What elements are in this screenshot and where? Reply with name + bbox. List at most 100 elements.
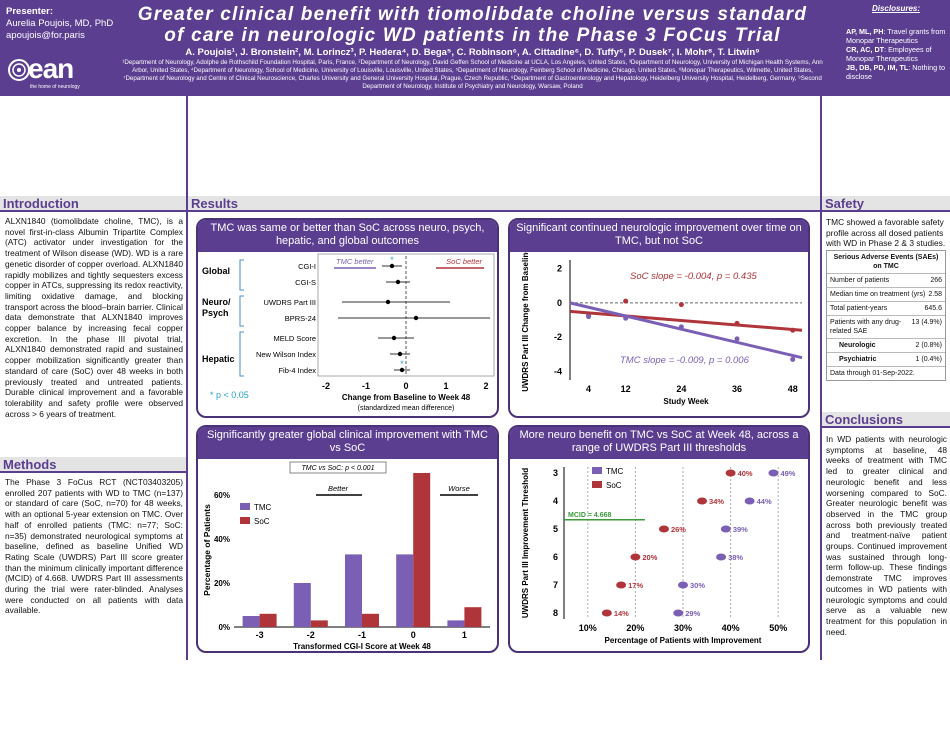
header-banner: Presenter: Aurelia Poujois, MD, PhD apou… bbox=[0, 0, 950, 96]
data-point bbox=[768, 469, 779, 477]
presenter-block: Presenter: Aurelia Poujois, MD, PhD apou… bbox=[6, 6, 113, 42]
column-divider-right bbox=[820, 96, 822, 660]
x-tick: -2 bbox=[322, 381, 330, 391]
intro-heading: Introduction bbox=[0, 196, 186, 212]
data-point bbox=[720, 525, 731, 533]
authors: A. Poujois¹, J. Bronstein², M. Lorincz³,… bbox=[185, 47, 760, 58]
cgi-bar-panel: Significantly greater global clinical im… bbox=[196, 425, 499, 653]
legend-tmc-label: TMC bbox=[606, 467, 624, 476]
x-tick: 1 bbox=[443, 381, 448, 391]
intro-text: ALXN1840 (tiomolibdate choline, TMC), is… bbox=[5, 216, 183, 419]
x-tick: 30% bbox=[674, 623, 692, 633]
x-tick: -1 bbox=[358, 630, 366, 640]
worse-label: Worse bbox=[448, 484, 470, 493]
x-axis-label: Transformed CGI-I Score at Week 48 bbox=[293, 642, 431, 651]
y-tick: 7 bbox=[553, 580, 558, 590]
x-tick: 40% bbox=[722, 623, 740, 633]
presenter-email[interactable]: apoujois@for.paris bbox=[6, 30, 85, 41]
data-point bbox=[623, 298, 629, 304]
data-point bbox=[630, 553, 641, 561]
poster-title: Greater clinical benefit with tiomolibda… bbox=[120, 4, 825, 46]
safety-heading: Safety bbox=[822, 196, 950, 212]
x-tick: -1 bbox=[362, 381, 370, 391]
bar bbox=[447, 620, 465, 627]
disclosure-3: JB, DB, PD, IM, TL: Nothing to disclose bbox=[846, 63, 946, 81]
x-tick: 4 bbox=[586, 384, 591, 394]
data-point bbox=[744, 497, 755, 505]
data-label: 38% bbox=[728, 553, 743, 562]
sig-star: * bbox=[400, 359, 404, 369]
sig-note: * p < 0.05 bbox=[210, 390, 249, 400]
better-label: Better bbox=[328, 484, 349, 493]
group-label: Neuro/ bbox=[202, 297, 231, 307]
tmc-slope-note: TMC slope = -0.009, p = 0.006 bbox=[620, 355, 750, 366]
data-point bbox=[601, 609, 612, 617]
disclosure-1: AP, ML, PH: Travel grants from Monopar T… bbox=[846, 27, 946, 45]
x-tick: -3 bbox=[256, 630, 264, 640]
sae-table: Serious Adverse Events (SAEs) on TMC Num… bbox=[826, 250, 946, 381]
data-label: 49% bbox=[780, 469, 795, 478]
x-axis-label-2: (standardized mean difference) bbox=[358, 405, 455, 412]
x-tick: 0 bbox=[403, 381, 408, 391]
sae-row: Patients with any drug-related SAE 13 (4.… bbox=[827, 316, 945, 339]
legend-tmc-swatch bbox=[240, 503, 250, 510]
sae-table-title: Serious Adverse Events (SAEs) on TMC bbox=[827, 251, 945, 274]
estimate-point bbox=[397, 351, 403, 357]
annot-soc-better: SoC better bbox=[446, 257, 482, 266]
x-tick: 36 bbox=[732, 384, 742, 394]
group-bracket bbox=[239, 331, 244, 377]
data-point bbox=[725, 469, 736, 477]
data-label: 14% bbox=[614, 609, 629, 618]
data-point bbox=[790, 327, 796, 333]
data-label: 34% bbox=[709, 497, 724, 506]
y-tick: 2 bbox=[557, 264, 562, 274]
data-label: 39% bbox=[733, 525, 748, 534]
x-tick: 20% bbox=[626, 623, 644, 633]
data-point bbox=[734, 320, 740, 326]
y-tick: 20% bbox=[214, 579, 230, 588]
plot-frame bbox=[317, 253, 495, 377]
data-point bbox=[658, 525, 669, 533]
conclusions-text: In WD patients with neurologic symptoms … bbox=[826, 434, 947, 637]
data-label: 26% bbox=[671, 525, 686, 534]
soc-slope-note: SoC slope = -0.004, p = 0.435 bbox=[630, 271, 757, 282]
y-axis-label: Percentage of Patients bbox=[202, 504, 212, 596]
bar bbox=[362, 613, 379, 627]
annot-tmc-better: TMC better bbox=[336, 257, 374, 266]
data-point bbox=[734, 336, 740, 342]
data-point bbox=[697, 497, 708, 505]
forest-plot: CGI-I * CGI-S UWDRS Part III BPRS-24 MELD Sco… bbox=[202, 253, 495, 412]
presenter-label: Presenter: bbox=[6, 6, 53, 17]
fit-line bbox=[569, 309, 803, 332]
sae-row: Median time on treatment (yrs) 2.58 bbox=[827, 288, 945, 302]
y-tick: 5 bbox=[553, 524, 558, 534]
mcid-label: MCID = 4.668 bbox=[568, 512, 611, 519]
safety-text: TMC showed a favorable safety profile ac… bbox=[826, 217, 946, 249]
y-tick: -4 bbox=[554, 366, 562, 376]
y-tick: 0% bbox=[218, 623, 230, 632]
bar bbox=[464, 607, 482, 627]
p-value-annot: TMC vs SoC: p < 0.001 bbox=[302, 465, 375, 472]
methods-heading: Methods bbox=[0, 457, 186, 473]
methods-text: The Phase 3 FoCus RCT (NCT03403205) enro… bbox=[5, 477, 183, 616]
forest-plot-panel: TMC was same or better than SoC across n… bbox=[196, 218, 499, 418]
presenter-name: Aurelia Poujois, MD, PhD bbox=[6, 18, 114, 29]
y-tick: 6 bbox=[553, 552, 558, 562]
panel2-title: Significant continued neurologic improve… bbox=[510, 220, 808, 252]
item-label: MELD Score bbox=[273, 334, 316, 343]
item-label: CGI-I bbox=[298, 262, 316, 271]
data-label: 17% bbox=[628, 581, 643, 590]
item-label: CGI-S bbox=[295, 278, 316, 287]
threshold-panel: More neuro benefit on TMC vs SoC at Week… bbox=[508, 425, 810, 653]
x-tick: 1 bbox=[462, 630, 467, 640]
estimate-point bbox=[399, 367, 405, 373]
group-label: Psych bbox=[202, 308, 229, 318]
estimate-point bbox=[391, 335, 397, 341]
sae-row: Number of patients 266 bbox=[827, 274, 945, 288]
x-tick: -2 bbox=[307, 630, 315, 640]
estimate-point bbox=[385, 299, 391, 305]
legend-soc-label: SoC bbox=[254, 517, 270, 526]
fit-line bbox=[569, 301, 803, 360]
estimate-point bbox=[395, 279, 401, 285]
logo-subtext: the home of neurology bbox=[30, 84, 80, 90]
